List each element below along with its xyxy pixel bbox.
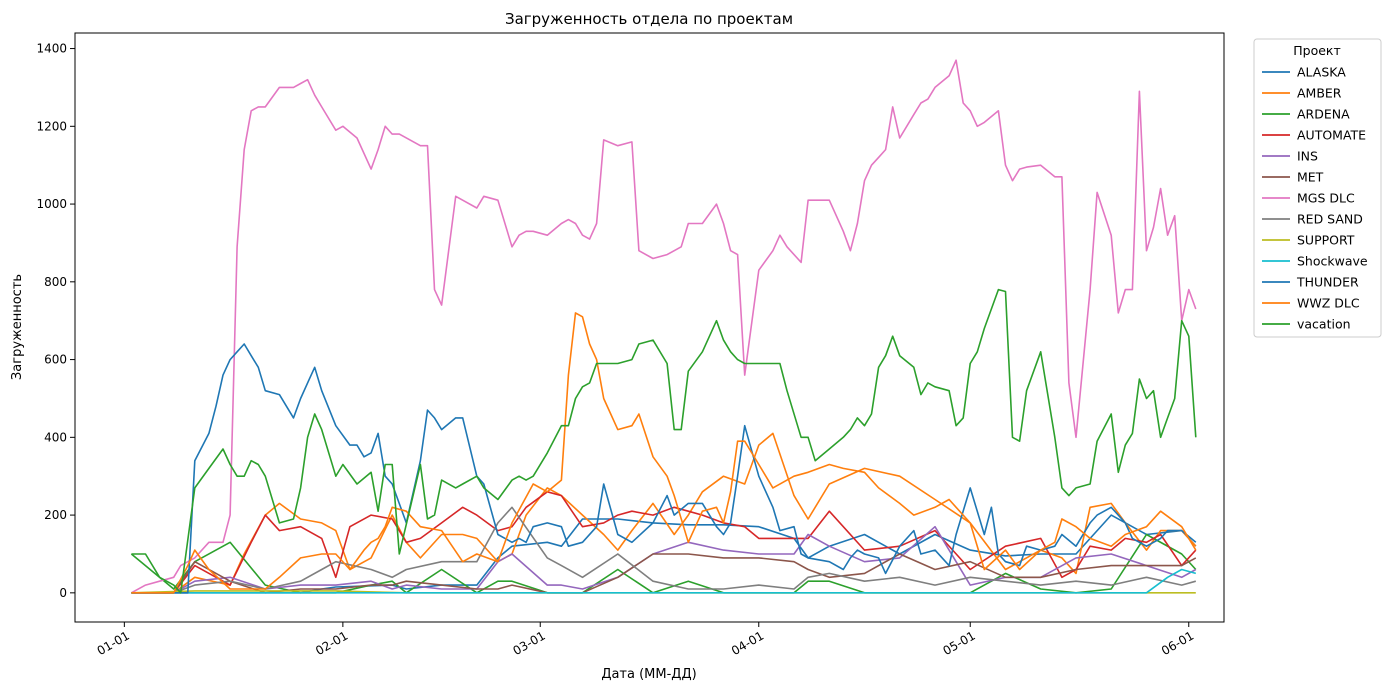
y-tick-label: 600 bbox=[44, 353, 67, 367]
y-tick-label: 1000 bbox=[36, 197, 67, 211]
series-line-mgs-dlc bbox=[131, 59, 1197, 594]
legend-label: MET bbox=[1297, 170, 1324, 185]
legend: Проект ALASKA AMBER ARDENA AUTOMATE INS MET MG… bbox=[1253, 38, 1382, 338]
series-line-met bbox=[131, 553, 1197, 594]
plot-frame bbox=[74, 32, 1225, 623]
legend-label: ARDENA bbox=[1297, 107, 1350, 122]
y-tick-label: 800 bbox=[44, 275, 67, 289]
chart-title: Загруженность отдела по проектам bbox=[505, 10, 793, 28]
series-line-vacation bbox=[131, 288, 1197, 594]
legend-label: THUNDER bbox=[1296, 275, 1359, 290]
y-tick-label: 1200 bbox=[36, 119, 67, 133]
legend-frame bbox=[1253, 38, 1382, 338]
series-line-thunder bbox=[131, 343, 1197, 594]
legend-label: ALASKA bbox=[1297, 65, 1346, 80]
y-tick-label: 200 bbox=[44, 508, 67, 522]
legend-label: WWZ DLC bbox=[1297, 296, 1360, 311]
series-line-red-sand bbox=[131, 506, 1197, 594]
legend-label: INS bbox=[1297, 149, 1318, 164]
legend-label: RED SAND bbox=[1297, 212, 1363, 227]
x-axis-label: Дата (ММ-ДД) bbox=[601, 667, 696, 682]
y-tick-label: 400 bbox=[44, 430, 67, 444]
legend-label: Shockwave bbox=[1297, 254, 1368, 269]
legend-title: Проект bbox=[1293, 43, 1341, 58]
plot-area bbox=[130, 59, 1197, 594]
legend-label: AUTOMATE bbox=[1297, 128, 1366, 143]
y-axis-label: Загруженность bbox=[10, 274, 25, 380]
legend-label: SUPPORT bbox=[1297, 233, 1355, 248]
y-tick-label: 1400 bbox=[36, 42, 67, 56]
series-line-wwz-dlc bbox=[131, 312, 1197, 594]
y-axis: 0 200 400 600 800 1000 1200 1400 bbox=[36, 42, 75, 600]
legend-label: vacation bbox=[1297, 317, 1351, 332]
series-line-shockwave bbox=[131, 568, 1197, 594]
y-tick-label: 0 bbox=[59, 586, 67, 600]
legend-label: AMBER bbox=[1297, 86, 1342, 101]
legend-label: MGS DLC bbox=[1297, 191, 1355, 206]
